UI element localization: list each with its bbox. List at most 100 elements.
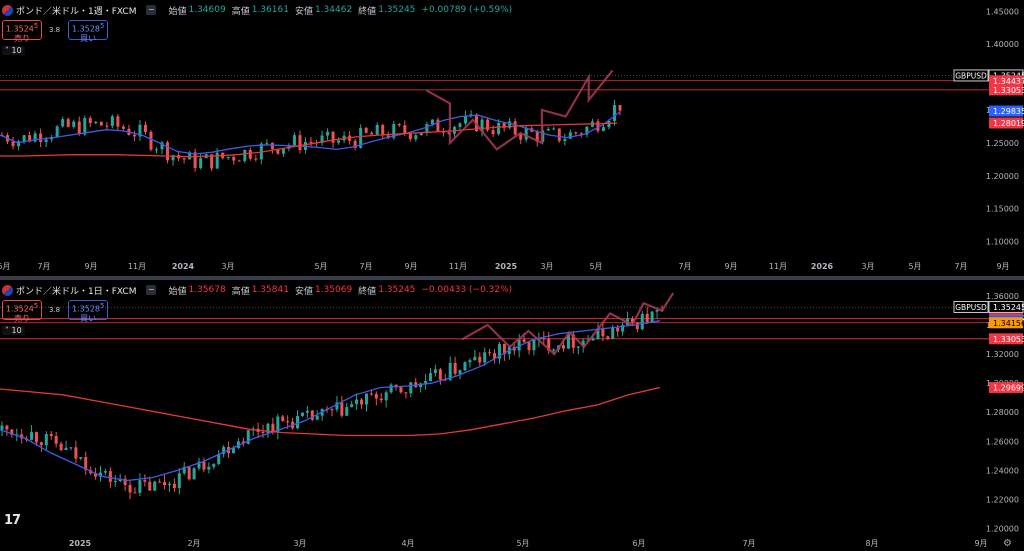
y-tick-label: 1.22000 (986, 495, 1019, 504)
candle-body (353, 140, 357, 148)
x-tick-label: 3月 (221, 262, 234, 271)
high-value: 1.35841 (251, 285, 289, 295)
buy-price-sup: 5 (100, 22, 105, 30)
candle-body (167, 483, 171, 486)
x-tick-label: 7月 (37, 262, 50, 271)
candle-body (5, 425, 9, 430)
weekly-chart-canvas[interactable]: 1.450001.400001.350001.300001.250001.200… (0, 0, 1024, 276)
candle-body (44, 433, 48, 446)
candle-body (30, 432, 34, 440)
candle-body (49, 433, 53, 437)
x-tick-label: 7月 (954, 262, 967, 271)
tradingview-logo-icon[interactable]: 17 (4, 513, 21, 528)
candle-body (326, 131, 330, 136)
candle-body (128, 485, 132, 493)
y-tick-label: 1.32000 (986, 350, 1019, 359)
x-tick-label: 7月 (359, 262, 372, 271)
x-tick-label: 5月 (314, 262, 327, 271)
candle-body (84, 457, 88, 471)
x-tick-label: 5月 (516, 539, 529, 548)
daily-chart-canvas[interactable]: 1.360001.340001.320001.300001.280001.260… (0, 280, 1024, 551)
low-value: 1.34462 (314, 5, 353, 15)
x-tick-label: 2月 (187, 539, 200, 548)
candle-body (355, 399, 359, 405)
candle-body (473, 356, 477, 361)
trade-buttons: 1.35245 売り 3.8 1.35285 買い (2, 20, 109, 43)
candle-body (105, 125, 109, 127)
sell-button[interactable]: 1.35245 売り (2, 300, 42, 323)
buy-button[interactable]: 1.35285 買い (68, 300, 109, 323)
buy-price: 1.3528 (72, 24, 101, 34)
candle-body (300, 412, 304, 417)
candle-body (419, 132, 423, 136)
candle-body (99, 472, 103, 477)
x-tick-label: 2025 (69, 539, 92, 548)
y-tick-label: 1.10000 (986, 238, 1019, 247)
candle-body (542, 338, 546, 340)
symbol-title[interactable]: ポンド／米ドル・1日・FXCM (16, 286, 137, 297)
candle-body (54, 436, 58, 444)
sell-price-sup: 5 (33, 22, 39, 30)
candle-body (72, 121, 76, 127)
candle-body (403, 125, 407, 134)
change-value: −0.00433 (−0.32%) (421, 285, 513, 295)
symbol-flag-icon (2, 4, 13, 16)
x-tick-label: 3月 (293, 539, 306, 548)
collapse-legend-icon[interactable]: − (146, 285, 157, 295)
candle-body (79, 457, 83, 459)
candle-body (59, 443, 63, 451)
candle-body (310, 410, 314, 420)
candle-body (103, 471, 107, 473)
sell-button[interactable]: 1.35245 売り (2, 20, 42, 43)
candle-body (39, 442, 43, 446)
candle-body (143, 124, 147, 132)
candle-body (591, 338, 595, 341)
sell-label: 売り (14, 33, 30, 43)
candle-body (552, 128, 556, 130)
candle-body (655, 310, 659, 312)
candle-body (345, 407, 349, 416)
candle-body (187, 466, 191, 480)
candle-body (177, 473, 181, 489)
sell-price: 1.3524 (5, 304, 34, 314)
candle-body (331, 131, 335, 143)
candle-body (138, 480, 142, 493)
candle-body (222, 447, 226, 455)
low-label: 安値 (294, 286, 313, 297)
candle-body (480, 119, 484, 132)
candle-body (579, 133, 583, 135)
pane-divider[interactable] (0, 276, 1024, 280)
candle-body (374, 393, 378, 399)
high-label: 高値 (231, 286, 250, 297)
candle-body (39, 133, 43, 143)
indicator-count: 10 (11, 46, 22, 55)
daily-chart-pane[interactable]: 1.360001.340001.320001.300001.280001.260… (0, 280, 1024, 551)
candle-body (276, 149, 280, 154)
candle-body (163, 482, 167, 486)
candle-body (193, 152, 197, 169)
indicator-toggle[interactable]: ˅ 10 (2, 46, 25, 55)
gear-icon[interactable]: ⚙ (1003, 538, 1012, 549)
candle-body (381, 125, 385, 136)
candle-body (254, 158, 258, 160)
x-tick-label: 9月 (996, 262, 1009, 271)
candle-body (645, 313, 649, 323)
candle-body (143, 480, 147, 482)
price-label-text: 1.29699 (993, 384, 1024, 393)
indicator-toggle[interactable]: ˅ 10 (2, 326, 25, 335)
candle-body (408, 133, 412, 140)
candle-body (463, 362, 467, 371)
elliott-wave-line (425, 69, 614, 151)
buy-button[interactable]: 1.35285 買い (68, 20, 109, 43)
candle-body (113, 481, 117, 483)
sell-price-sup: 5 (33, 302, 39, 310)
candle-body (458, 370, 462, 374)
candle-body (292, 135, 296, 146)
weekly-chart-pane[interactable]: 1.450001.400001.350001.300001.250001.200… (0, 0, 1024, 276)
candle-body (574, 132, 578, 134)
collapse-legend-icon[interactable]: − (146, 5, 157, 15)
candle-body (429, 373, 433, 382)
candle-body (265, 142, 269, 144)
candle-body (64, 447, 68, 451)
symbol-title[interactable]: ポンド／米ドル・1週・FXCM (16, 6, 137, 17)
